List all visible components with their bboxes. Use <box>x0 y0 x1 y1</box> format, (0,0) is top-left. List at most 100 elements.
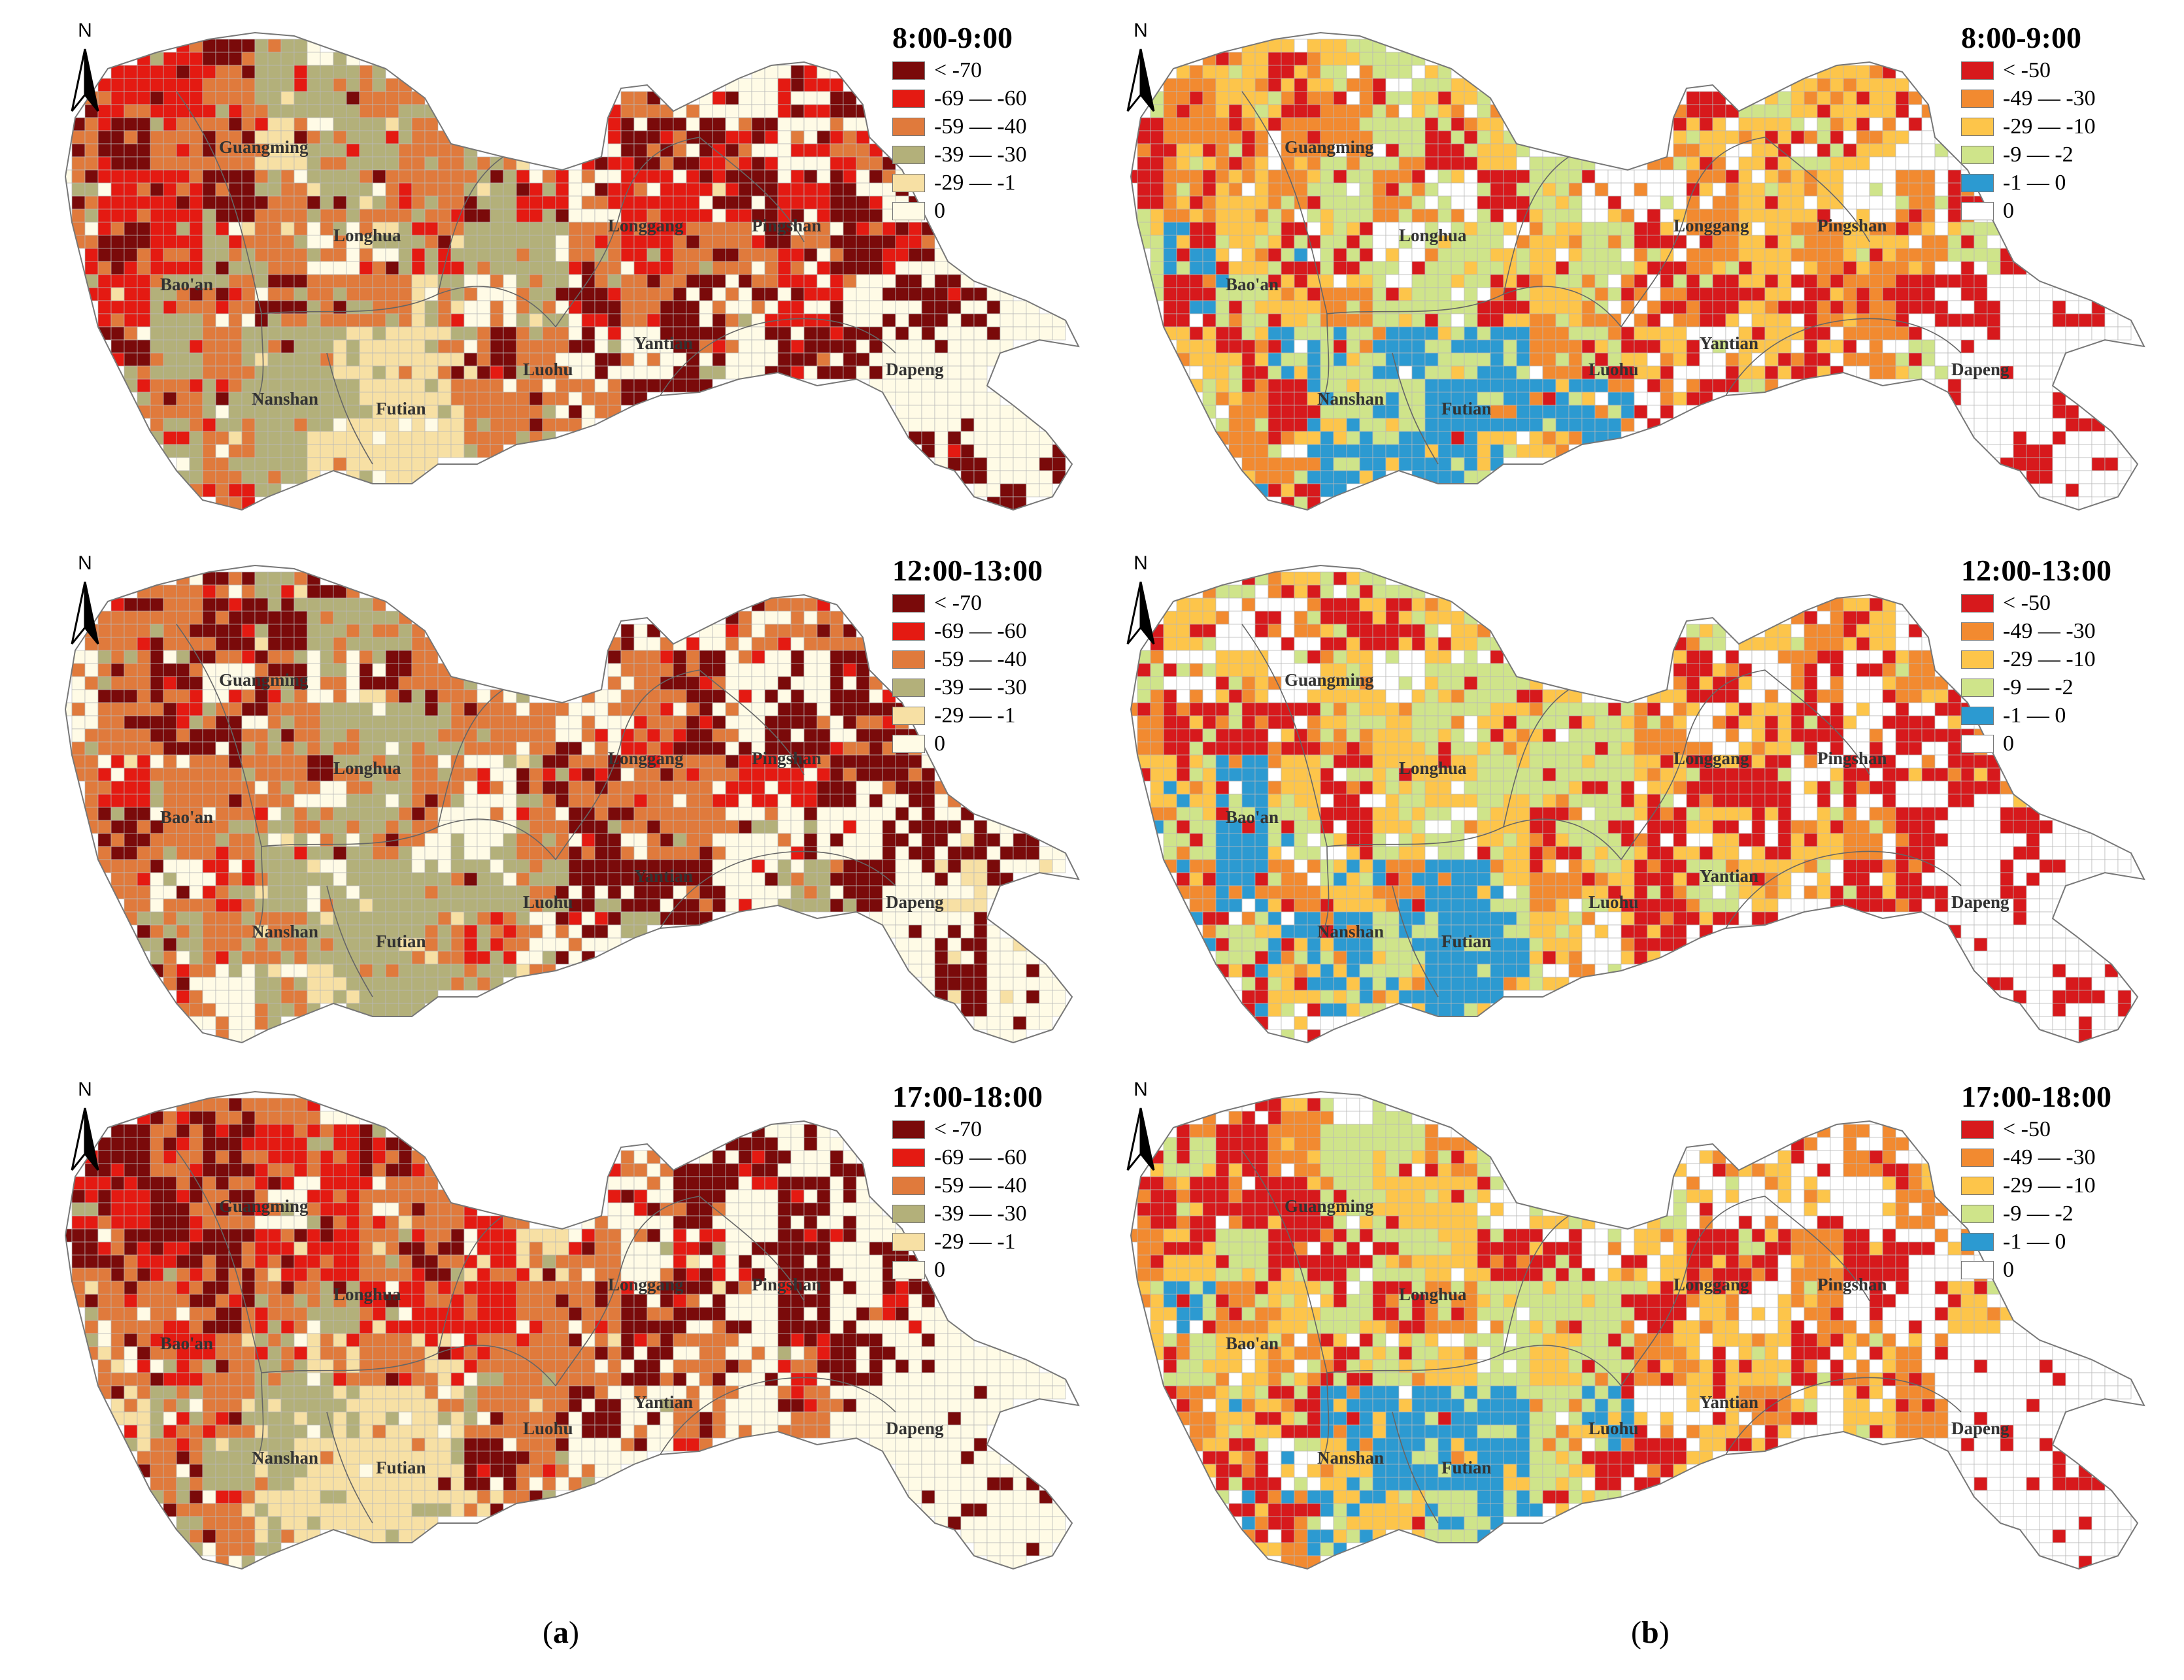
grid-cell <box>1372 104 1386 118</box>
grid-cell <box>1176 352 1190 367</box>
grid-cell <box>607 143 622 158</box>
grid-cell <box>1189 339 1203 354</box>
grid-cell <box>1830 104 1844 118</box>
grid-cell <box>647 130 661 144</box>
grid-cell <box>424 326 439 341</box>
grid-cell <box>241 195 256 210</box>
grid-cell <box>1908 104 1923 118</box>
grid-cell <box>1921 287 1936 301</box>
grid-cell <box>463 313 478 328</box>
grid-cell <box>228 248 243 262</box>
grid-cell <box>973 483 988 497</box>
grid-cell <box>1568 418 1583 432</box>
grid-cell <box>411 261 426 275</box>
grid-cell <box>228 156 243 171</box>
grid-cell <box>1843 352 1857 367</box>
grid-cell <box>372 91 386 105</box>
grid-cell <box>150 248 164 262</box>
grid-cell <box>202 117 216 131</box>
grid-cell <box>1843 339 1857 354</box>
grid-cell <box>843 820 857 834</box>
grid-cell <box>1503 365 1517 380</box>
grid-cell <box>1542 209 1556 223</box>
grid-cell <box>1398 418 1413 432</box>
grid-cell <box>686 378 700 393</box>
grid-cell <box>294 274 308 288</box>
grid-cell <box>1359 274 1373 288</box>
grid-cell <box>1411 261 1426 275</box>
grid-cell <box>1568 209 1583 223</box>
grid-cell <box>424 794 439 808</box>
grid-cell <box>1974 392 1988 406</box>
grid-cell <box>1790 130 1805 144</box>
grid-cell <box>110 767 125 782</box>
grid-cell <box>267 352 282 367</box>
grid-cell <box>1398 130 1413 144</box>
grid-cell <box>189 130 203 144</box>
grid-cell <box>359 781 373 795</box>
grid-cell <box>1843 274 1857 288</box>
grid-cell <box>307 313 321 328</box>
grid-cell <box>673 287 687 301</box>
grid-cell <box>411 287 426 301</box>
grid-cell <box>856 222 870 236</box>
grid-cell <box>777 833 792 847</box>
grid-cell <box>1307 457 1321 471</box>
grid-cell <box>581 833 596 847</box>
grid-cell <box>280 91 295 105</box>
grid-cell <box>712 650 726 664</box>
grid-cell <box>424 274 439 288</box>
grid-cell <box>738 195 752 210</box>
grid-cell <box>2065 313 2079 328</box>
grid-cell <box>1529 378 1543 393</box>
legend-label: -49 — -30 <box>2003 86 2096 110</box>
grid-cell <box>856 300 870 314</box>
grid-cell <box>803 807 818 821</box>
grid-cell <box>294 728 308 743</box>
grid-cell <box>424 392 439 406</box>
grid-cell <box>947 405 962 419</box>
grid-cell <box>1451 313 1465 328</box>
grid-cell <box>1738 104 1753 118</box>
grid-cell <box>1634 261 1648 275</box>
grid-cell <box>1202 209 1217 223</box>
grid-cell <box>176 130 190 144</box>
grid-cell <box>594 195 609 210</box>
grid-cell <box>1437 182 1452 197</box>
grid-cell <box>764 637 779 651</box>
grid-cell <box>294 846 308 860</box>
grid-cell <box>372 274 386 288</box>
grid-cell <box>490 392 504 406</box>
grid-cell <box>1764 182 1779 197</box>
district-boundary <box>1241 91 1328 314</box>
grid-cell <box>738 689 752 703</box>
grid-cell <box>633 261 648 275</box>
grid-cell <box>1751 156 1766 171</box>
grid-cell <box>1000 300 1014 314</box>
grid-cell <box>437 702 452 716</box>
grid-cell <box>450 846 465 860</box>
grid-cell <box>385 741 399 756</box>
grid-cell <box>490 833 504 847</box>
grid-cell <box>764 676 779 690</box>
grid-cell <box>947 431 962 445</box>
grid-cell <box>97 833 112 847</box>
grid-cell <box>895 235 909 249</box>
grid-cell <box>660 689 674 703</box>
grid-cell <box>359 287 373 301</box>
grid-cell <box>1516 313 1530 328</box>
grid-cell <box>176 584 190 599</box>
grid-cell <box>359 209 373 223</box>
grid-cell <box>307 52 321 66</box>
grid-cell <box>294 365 308 380</box>
grid-cell <box>1411 195 1426 210</box>
grid-cell <box>516 728 530 743</box>
grid-cell <box>555 859 569 873</box>
grid-cell <box>1424 457 1439 471</box>
grid-cell <box>1228 78 1243 92</box>
grid-cell <box>1843 300 1857 314</box>
grid-cell <box>594 715 609 730</box>
grid-cell <box>1424 195 1439 210</box>
grid-cell <box>1751 195 1766 210</box>
grid-cell <box>241 820 256 834</box>
